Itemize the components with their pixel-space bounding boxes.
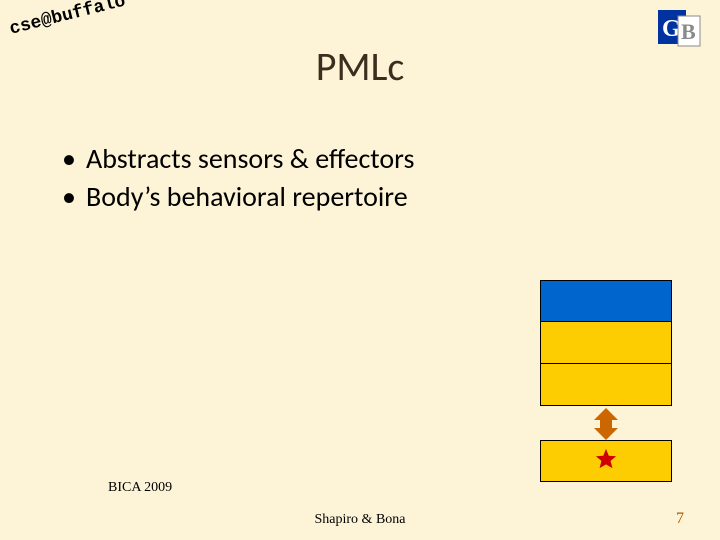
slide-title: PMLc (0, 42, 720, 91)
page-number: 7 (676, 510, 684, 528)
bullet-item: Abstracts sensors & effectors (62, 140, 414, 178)
footer-authors: Shapiro & Bona (0, 512, 720, 528)
stack-row-top (540, 280, 672, 322)
stack-row-mid2 (540, 364, 672, 406)
svg-text:B: B (681, 19, 696, 44)
star-icon (595, 448, 617, 475)
stack-row-bottom (540, 440, 672, 482)
slide: cse@buffalo G B PMLc Abstracts sensors &… (0, 0, 720, 540)
stack-row-mid1 (540, 322, 672, 364)
footer-venue: BICA 2009 (108, 480, 172, 496)
bullet-list: Abstracts sensors & effectors Body’s beh… (62, 140, 414, 216)
header-affiliation: cse@buffalo (8, 0, 128, 40)
bullet-item: Body’s behavioral repertoire (62, 178, 414, 216)
layer-stack (540, 280, 672, 406)
